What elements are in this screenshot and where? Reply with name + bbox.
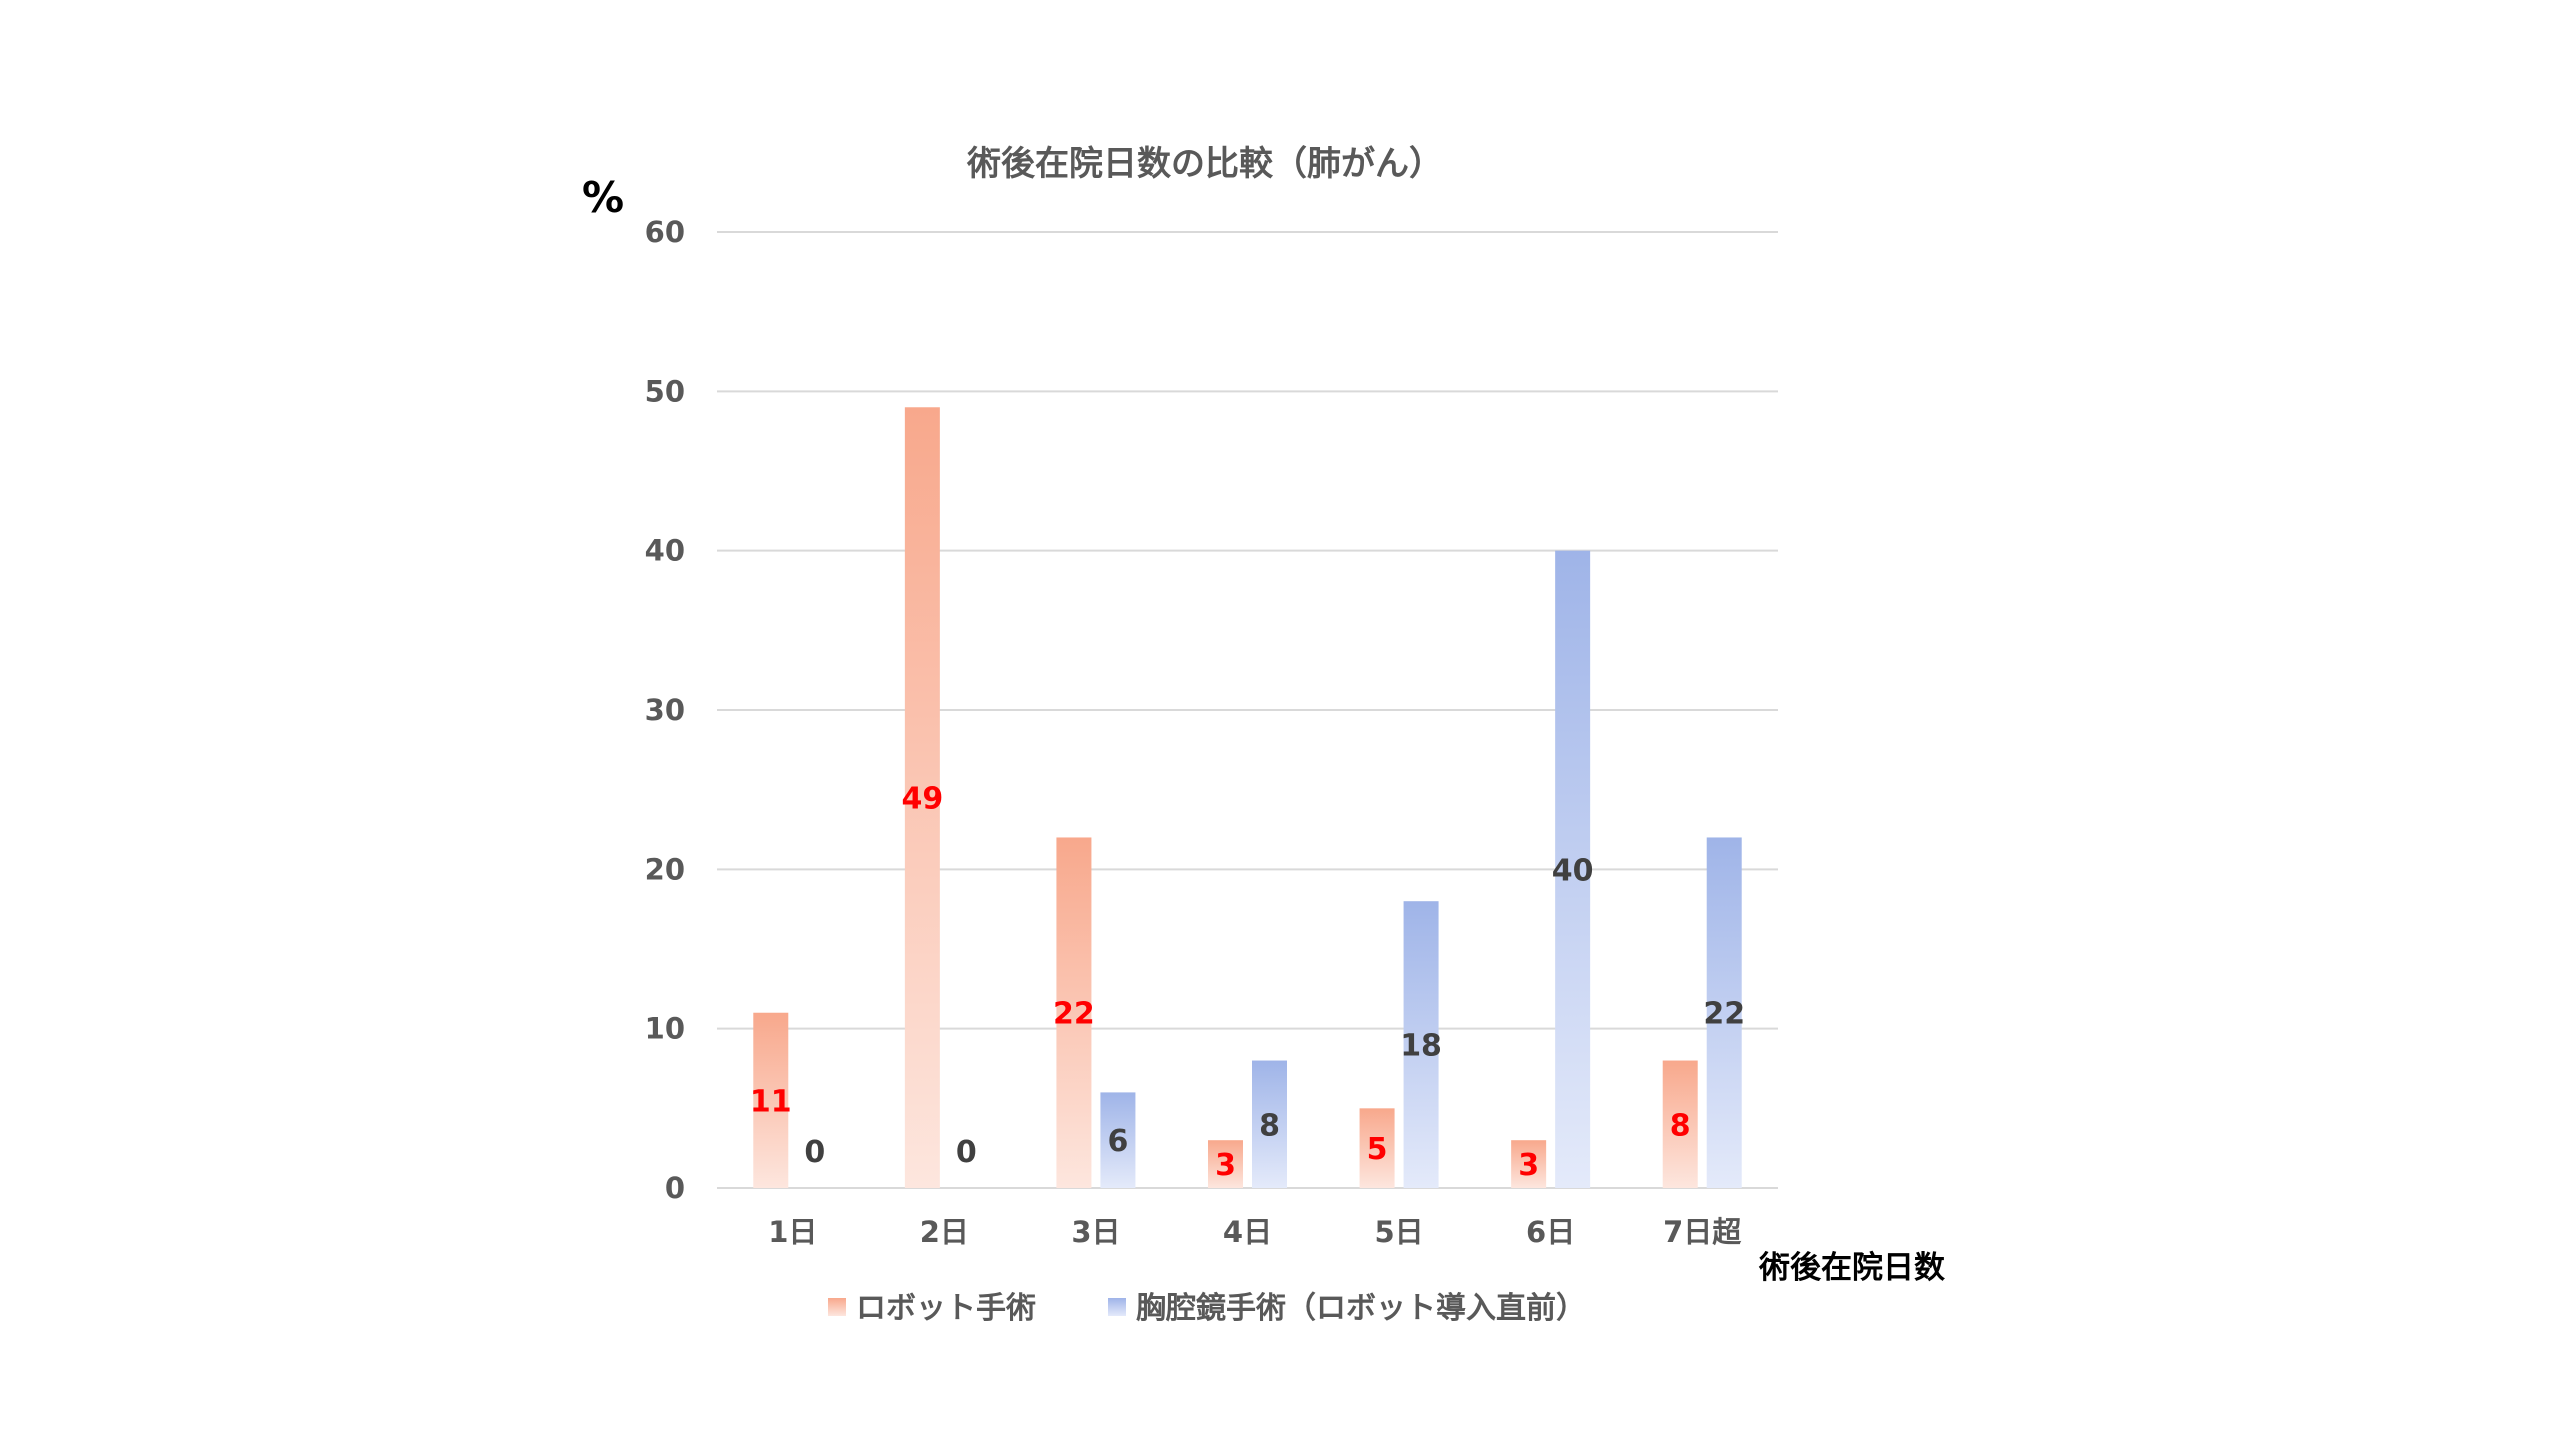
y-tick-label: 50 [645, 374, 685, 408]
bars [753, 407, 1742, 1188]
bar-robot-3 [1056, 837, 1092, 1188]
x-tick-label: 7日超 [1663, 1215, 1742, 1249]
y-tick-label: 40 [645, 534, 685, 568]
y-axis-unit: % [582, 173, 624, 222]
data-label: 3 [1215, 1148, 1236, 1183]
chart-title: 術後在院日数の比較（肺がん） [966, 144, 1443, 184]
data-label: 40 [1552, 853, 1594, 888]
bar-thoracoscopic-4 [1252, 1060, 1287, 1188]
bar-robot-2 [904, 407, 940, 1188]
x-tick-label: 4日 [1223, 1215, 1272, 1249]
y-axis-ticks: 0 10 20 30 40 50 60 [645, 215, 685, 1205]
data-label: 8 [1670, 1108, 1691, 1143]
x-tick-label: 1日 [768, 1215, 817, 1249]
data-label: 0 [804, 1135, 825, 1170]
bar-thoracoscopic-7 [1706, 837, 1742, 1188]
y-tick-label: 30 [645, 693, 685, 727]
bar-robot-7 [1662, 1060, 1698, 1188]
x-tick-label: 5日 [1374, 1215, 1423, 1249]
x-tick-label: 2日 [920, 1215, 969, 1249]
bar-robot-6 [1511, 1140, 1547, 1188]
data-label: 49 [901, 782, 943, 817]
data-label: 6 [1107, 1124, 1128, 1159]
y-tick-label: 20 [645, 852, 685, 886]
bar-robot-4 [1208, 1140, 1243, 1188]
legend-label-robot: ロボット手術 [856, 1291, 1036, 1326]
data-label: 22 [1053, 997, 1095, 1032]
data-label: 11 [750, 1084, 792, 1119]
bar-robot-1 [753, 1012, 789, 1188]
data-label: 8 [1259, 1108, 1280, 1143]
x-axis-title: 術後在院日数 [1758, 1250, 1945, 1286]
legend-swatch-robot [828, 1298, 846, 1316]
data-label: 5 [1367, 1132, 1388, 1167]
bar-thoracoscopic-5 [1403, 901, 1439, 1188]
y-tick-label: 60 [645, 215, 685, 249]
y-tick-label: 0 [665, 1171, 685, 1205]
x-tick-label: 6日 [1526, 1215, 1575, 1249]
bar-thoracoscopic-3 [1100, 1092, 1136, 1188]
y-tick-label: 10 [645, 1012, 685, 1046]
x-axis-ticks: 1日 2日 3日 4日 5日 6日 7日超 [768, 1215, 1742, 1249]
legend-label-thoracoscopic: 胸腔鏡手術（ロボット導入直前） [1136, 1291, 1586, 1326]
data-label: 3 [1518, 1148, 1539, 1183]
legend-swatch-thoracoscopic [1108, 1298, 1126, 1316]
gridlines [717, 231, 1778, 1189]
bar-robot-5 [1359, 1108, 1395, 1188]
legend: ロボット手術 胸腔鏡手術（ロボット導入直前） [828, 1291, 1586, 1326]
data-label: 18 [1400, 1029, 1442, 1064]
data-label: 22 [1703, 997, 1745, 1032]
x-tick-label: 3日 [1071, 1215, 1120, 1249]
data-label: 0 [956, 1135, 977, 1170]
bar-thoracoscopic-6 [1555, 550, 1591, 1188]
